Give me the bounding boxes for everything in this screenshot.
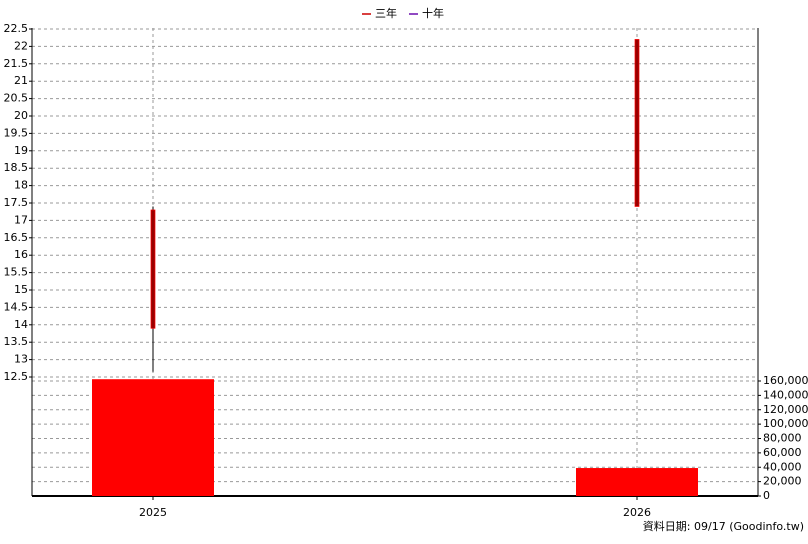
x-tick-label: 2026 [623, 506, 651, 519]
y-tick-label: 20.5 [4, 92, 29, 105]
y2-tick-label: 140,000 [763, 388, 808, 401]
y2-tick-label: 100,000 [763, 417, 808, 430]
y-tick-label: 14.5 [4, 300, 29, 313]
volume-bar [576, 468, 698, 496]
y-tick-label: 18.5 [4, 161, 29, 174]
y-tick-label: 22.5 [4, 22, 29, 35]
legend-label: 十年 [422, 6, 444, 20]
y-tick-label: 19 [14, 144, 28, 157]
y-tick-label: 13.5 [4, 335, 29, 348]
y-tick-label: 13 [14, 353, 28, 366]
y2-tick-label: 0 [763, 489, 770, 502]
y2-tick-label: 60,000 [763, 446, 802, 459]
y2-tick-label: 20,000 [763, 475, 802, 488]
y-tick-label: 14 [14, 318, 28, 331]
volume-bar [92, 379, 214, 496]
y2-tick-label: 160,000 [763, 374, 808, 387]
y-tick-label: 17.5 [4, 196, 29, 209]
y-tick-label: 18 [14, 179, 28, 192]
source-note: 資料日期: 09/17 (Goodinfo.tw) [643, 519, 804, 533]
candle-body [150, 209, 156, 329]
y-tick-label: 16.5 [4, 231, 29, 244]
y-tick-label: 15.5 [4, 266, 29, 279]
y-tick-label: 21 [14, 74, 28, 87]
y2-tick-label: 40,000 [763, 460, 802, 473]
x-tick-label: 2025 [139, 506, 167, 519]
legend-label: 三年 [375, 6, 397, 20]
y2-tick-label: 120,000 [763, 403, 808, 416]
y-tick-label: 12.5 [4, 370, 29, 383]
y2-tick-label: 80,000 [763, 432, 802, 445]
candle-body [634, 39, 640, 207]
y-tick-label: 15 [14, 283, 28, 296]
y-tick-label: 21.5 [4, 57, 29, 70]
y-tick-label: 17 [14, 213, 28, 226]
y-tick-label: 22 [14, 39, 28, 52]
y-tick-label: 20 [14, 109, 28, 122]
y-tick-label: 19.5 [4, 126, 29, 139]
y-tick-label: 16 [14, 248, 28, 261]
